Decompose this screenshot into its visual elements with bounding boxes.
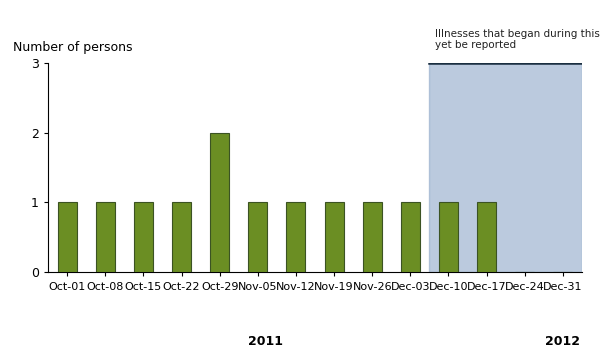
Bar [248,202,268,272]
Bar [430,63,582,272]
Bar [477,202,496,272]
Bar [325,202,344,272]
Text: 2012: 2012 [545,335,580,348]
Bar [134,202,153,272]
Text: Illnesses that began during this time may not
yet be reported: Illnesses that began during this time ma… [435,29,600,50]
Bar [439,202,458,272]
Text: Number of persons: Number of persons [13,42,133,54]
Bar [210,133,229,272]
Bar [172,202,191,272]
Bar [58,202,77,272]
Bar [401,202,420,272]
Text: 2011: 2011 [248,335,283,348]
Bar [362,202,382,272]
Bar [286,202,305,272]
Bar [95,202,115,272]
